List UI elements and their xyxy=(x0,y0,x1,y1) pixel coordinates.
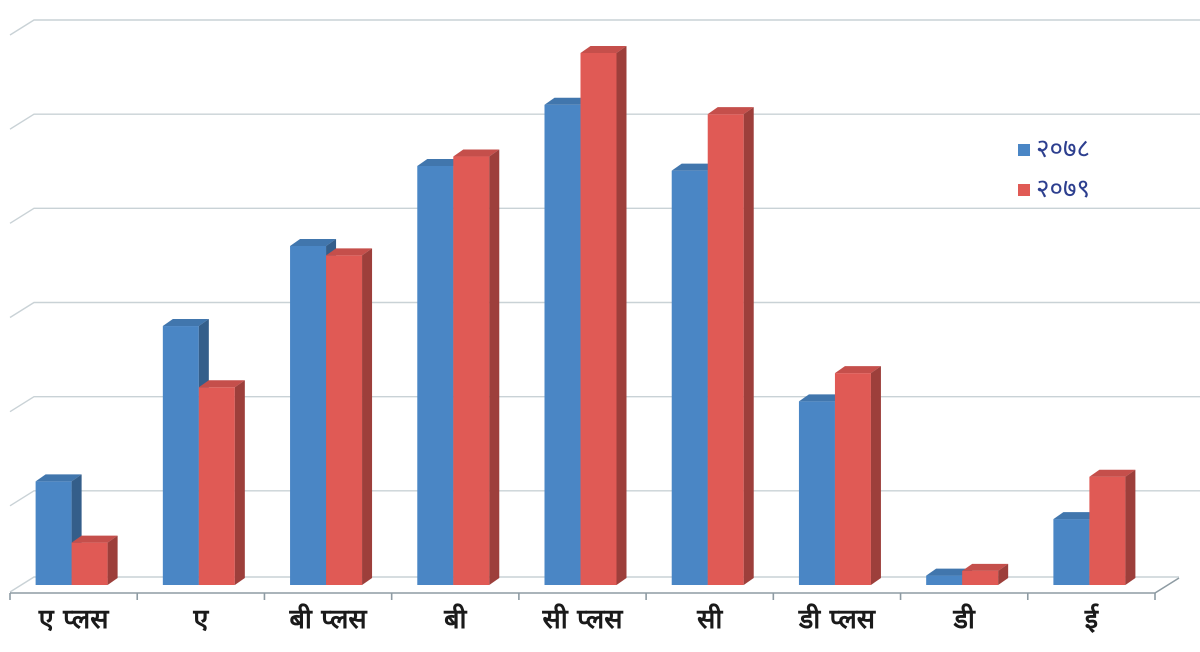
bar-top xyxy=(962,563,1009,571)
bar-top xyxy=(290,239,337,246)
category-axis xyxy=(9,576,1180,600)
category-label: बी प्लस xyxy=(288,603,368,635)
bar-front xyxy=(1053,519,1090,585)
category-labels: ए प्लस ए बी प्लस बी सी प्लस सी डी प्लस डी ई xyxy=(38,603,1100,635)
bar-front xyxy=(834,373,871,585)
bar-side xyxy=(362,248,373,585)
bar-top xyxy=(417,158,464,166)
bar-front xyxy=(580,52,617,586)
category-label: सी प्लस xyxy=(541,603,624,635)
bar-front xyxy=(453,156,490,585)
bar-top xyxy=(671,163,718,171)
bar-2079-6 xyxy=(834,366,881,585)
bar-top xyxy=(580,45,627,53)
bar-side xyxy=(616,45,627,586)
bar-top xyxy=(35,474,82,482)
bar-front xyxy=(1089,476,1126,585)
bar-side xyxy=(107,535,118,585)
bar-front xyxy=(162,326,199,585)
bar-top xyxy=(1089,469,1136,477)
bar-front xyxy=(71,542,108,585)
category-label: सी xyxy=(696,603,723,635)
bar-front xyxy=(671,170,708,585)
gridline xyxy=(9,301,1200,319)
bar-top xyxy=(798,394,845,402)
bar-top xyxy=(834,366,881,374)
bar-side xyxy=(489,149,500,585)
bar-2079-2 xyxy=(326,248,373,585)
category-label: ई xyxy=(1084,603,1100,635)
bar-top xyxy=(71,535,118,543)
bar-2079-3 xyxy=(453,149,500,585)
bar-2079-8 xyxy=(1089,469,1136,585)
bar-top xyxy=(162,319,209,327)
bar-side xyxy=(234,380,245,585)
legend-swatch-2079 xyxy=(1018,184,1030,196)
gridline xyxy=(9,19,1200,36)
bar-2079-0 xyxy=(71,535,118,585)
category-label: डी xyxy=(952,603,975,635)
legend-swatch-2078 xyxy=(1018,144,1030,156)
bar-front xyxy=(35,481,72,585)
gridline xyxy=(9,113,1200,130)
bar-front xyxy=(962,570,999,585)
bar-front xyxy=(198,387,235,585)
bar-front xyxy=(926,575,963,585)
legend: २०७८ २०७९ xyxy=(1018,134,1090,204)
legend-label-2079: २०७९ xyxy=(1036,174,1090,204)
bar-2079-1 xyxy=(198,380,245,585)
bar-top xyxy=(544,97,591,105)
category-label: बी xyxy=(443,603,467,635)
bar-2079-7 xyxy=(962,563,1009,585)
bar-front xyxy=(326,255,363,585)
bar-front xyxy=(544,104,581,585)
gridline xyxy=(9,207,1200,224)
bar-side xyxy=(870,366,881,585)
bar-front xyxy=(798,401,835,585)
bar-top xyxy=(1053,512,1100,520)
bar-front xyxy=(417,165,454,586)
category-label: डी प्लस xyxy=(798,603,877,635)
bar-top xyxy=(926,568,973,576)
category-label: ए xyxy=(192,604,209,635)
bar-2079-5 xyxy=(707,107,754,586)
bar-2079-4 xyxy=(580,45,627,586)
bar-side xyxy=(743,107,754,586)
bar-top xyxy=(453,149,500,157)
floor-back-line xyxy=(9,576,1179,593)
bar-top xyxy=(707,107,754,115)
bar-front xyxy=(707,114,744,586)
bar-top xyxy=(198,380,245,388)
bar-side xyxy=(998,563,1009,585)
bar-2078-8 xyxy=(1053,512,1100,585)
bar-top xyxy=(326,248,373,256)
bar-side xyxy=(1125,469,1136,585)
bars xyxy=(35,45,1136,586)
legend-label-2078: २०७८ xyxy=(1036,134,1090,164)
category-label: ए प्लस xyxy=(38,604,110,635)
bar-front xyxy=(290,246,327,585)
